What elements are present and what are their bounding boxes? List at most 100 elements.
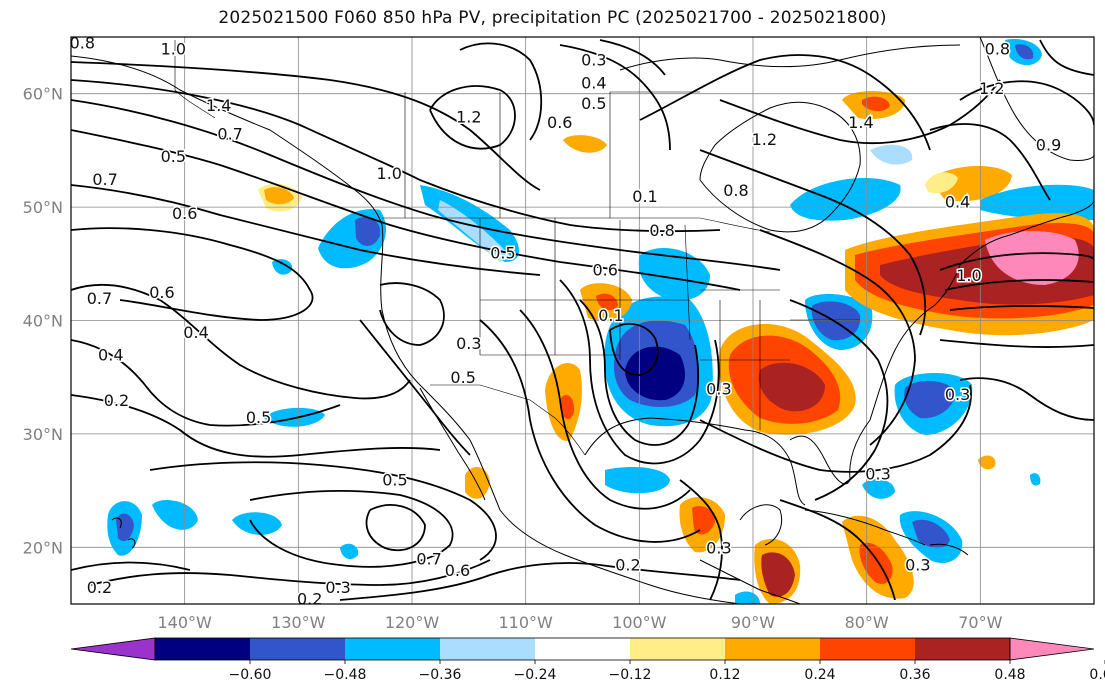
contour-label: 0.7 bbox=[87, 289, 112, 308]
blob-carib-blue-core bbox=[912, 519, 950, 549]
coast-arctic bbox=[619, 44, 961, 71]
coast-hawaii bbox=[111, 517, 136, 549]
coast-canada-east bbox=[959, 199, 1094, 266]
colorbar-tick-label: −0.48 bbox=[324, 667, 367, 683]
contour-label: 0.8 bbox=[723, 181, 748, 200]
border-states-1 bbox=[479, 218, 691, 360]
contour-east-5 bbox=[789, 299, 889, 501]
contour-label: 0.7 bbox=[92, 170, 117, 189]
contour-trough-2 bbox=[579, 299, 700, 446]
contour-label: 0.4 bbox=[581, 73, 606, 92]
contour-n6 bbox=[71, 227, 314, 321]
contour-label: 0.7 bbox=[416, 550, 441, 569]
coast-cuba bbox=[804, 509, 926, 546]
blob-central-am-red bbox=[761, 552, 795, 597]
lat-tick-label: 40°N bbox=[23, 312, 63, 331]
lat-tick-label: 60°N bbox=[23, 85, 63, 104]
contour-label: 0.8 bbox=[649, 221, 674, 240]
lon-tick-label: 120°W bbox=[385, 613, 440, 632]
contour-n-mid-3 bbox=[559, 44, 671, 151]
blob-plains-streak-light bbox=[438, 200, 510, 262]
colorbar-frame bbox=[154, 637, 1011, 661]
contour-label: 0.4 bbox=[183, 323, 208, 342]
blob-baja-orange bbox=[465, 466, 490, 499]
colorbar-extend-high bbox=[1009, 637, 1095, 661]
contour-trough-1 bbox=[559, 279, 720, 465]
colorbar-tick-label: 0.12 bbox=[709, 667, 740, 683]
blob-rockies-red bbox=[596, 293, 618, 311]
colorbar-segment bbox=[915, 638, 1011, 660]
lon-tick-label: 70°W bbox=[958, 613, 1002, 632]
lat-tick-label: 50°N bbox=[23, 198, 63, 217]
contour-label: 0.3 bbox=[325, 578, 350, 597]
contour-label: 0.7 bbox=[217, 124, 242, 143]
colorbar: −0.60 −0.48 −0.36 −0.24 −0.12 0.12 0.24 0.36 0.4… bbox=[70, 637, 1105, 683]
blob-southeast-core bbox=[758, 362, 825, 412]
coast-central-am bbox=[699, 559, 801, 604]
contour-atl-8 bbox=[959, 377, 1094, 421]
contour-pac-2 bbox=[71, 339, 341, 427]
contour-n2 bbox=[71, 79, 721, 233]
contour-label: 0.5 bbox=[161, 147, 186, 166]
contour-east-1 bbox=[639, 54, 931, 151]
contour-label: 0.6 bbox=[172, 204, 197, 223]
contour-label: 0.3 bbox=[905, 555, 930, 574]
contour-pac-5 bbox=[249, 489, 454, 568]
contour-n5 bbox=[71, 184, 541, 276]
contour-label: 0.3 bbox=[865, 465, 890, 484]
contour-label: 0.6 bbox=[547, 113, 572, 132]
coast-baja bbox=[419, 387, 486, 501]
blob-pac-blue-4 bbox=[340, 543, 359, 560]
contour-label: 0.5 bbox=[382, 470, 407, 489]
contour-label: 1.4 bbox=[848, 113, 873, 132]
contour-trough-4 bbox=[519, 309, 691, 510]
colorbar-segment bbox=[250, 638, 346, 660]
contour-trough-5 bbox=[479, 319, 701, 543]
lat-tick-label: 30°N bbox=[23, 425, 63, 444]
blob-gulf-alaska-orange-core bbox=[264, 187, 294, 205]
contour-pac-3 bbox=[71, 394, 441, 458]
contour-label: 0.6 bbox=[593, 260, 618, 279]
contour-east-3 bbox=[699, 149, 927, 336]
blob-central-am-blue bbox=[735, 591, 760, 604]
contour-label: 0.8 bbox=[70, 34, 95, 53]
blob-hudson-red bbox=[862, 96, 890, 112]
contour-label: 1.0 bbox=[956, 266, 981, 285]
colorbar-tick-label: −0.36 bbox=[419, 667, 462, 683]
contour-label: 0.6 bbox=[149, 283, 174, 302]
coast-hispaniola bbox=[929, 543, 969, 556]
contour-pac-8 bbox=[71, 561, 191, 571]
contour-label: 1.2 bbox=[456, 107, 481, 126]
contour-sw-2 bbox=[359, 319, 471, 456]
contour-se-2 bbox=[779, 499, 896, 601]
contour-label: 1.4 bbox=[206, 96, 231, 115]
contour-label: 0.1 bbox=[632, 187, 657, 206]
blob-quebec-blue bbox=[790, 177, 901, 221]
colorbar-tick-label: 0.36 bbox=[899, 667, 930, 683]
contour-label: 0.5 bbox=[581, 94, 606, 113]
contour-label: 0.5 bbox=[246, 408, 271, 427]
coastlines bbox=[71, 37, 1094, 604]
contour-label: 0.3 bbox=[456, 334, 481, 353]
contour-pac-1 bbox=[71, 283, 411, 400]
lon-tick-label: 140°W bbox=[157, 613, 212, 632]
blob-atlantic-pink bbox=[985, 231, 1079, 285]
lon-tick-label: 100°W bbox=[612, 613, 667, 632]
contour-label: 0.8 bbox=[985, 39, 1010, 58]
contour-label: 0.9 bbox=[1036, 136, 1061, 155]
longitude-labels: 140°W 130°W 120°W 110°W 100°W 90°W 80°W 70°W bbox=[157, 613, 1002, 632]
coast-hudson bbox=[699, 109, 861, 233]
contour-sw-1 bbox=[379, 282, 445, 346]
blob-atl-blue-sm bbox=[1030, 473, 1041, 486]
contour-atl-7 bbox=[1039, 39, 1094, 76]
coast-florida bbox=[789, 419, 871, 485]
contour-pac-7 bbox=[89, 559, 491, 586]
colorbar-tick-label: −0.12 bbox=[609, 667, 652, 683]
lon-tick-label: 130°W bbox=[271, 613, 326, 632]
lon-tick-label: 90°W bbox=[731, 613, 775, 632]
contour-pac-4 bbox=[149, 461, 497, 561]
colorbar-segment bbox=[725, 638, 821, 660]
blob-greenland-blue-core bbox=[1015, 44, 1034, 60]
contour-label: 0.3 bbox=[945, 385, 970, 404]
